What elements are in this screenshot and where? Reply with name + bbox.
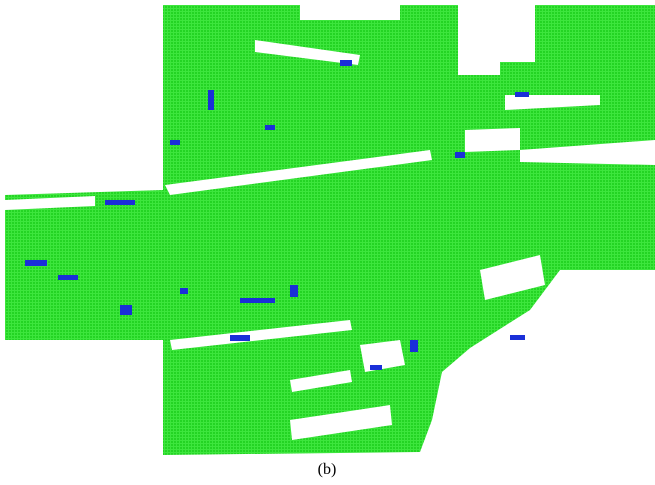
point-cloud — [5, 5, 655, 455]
blue-cluster — [105, 200, 135, 205]
blue-cluster — [265, 125, 275, 130]
blue-cluster — [58, 275, 78, 280]
blue-cluster — [240, 298, 275, 303]
blue-cluster — [410, 340, 418, 352]
blue-cluster — [25, 260, 47, 266]
cloud-region — [5, 5, 655, 455]
blue-cluster — [370, 365, 382, 370]
blue-cluster — [170, 140, 180, 145]
gap — [465, 128, 520, 152]
caption: (b) — [318, 461, 337, 478]
blue-cluster — [515, 92, 529, 97]
gap — [300, 5, 400, 20]
blue-cluster — [208, 90, 214, 110]
blue-cluster — [180, 288, 188, 294]
blue-cluster — [290, 285, 298, 297]
figure: (b) — [0, 0, 655, 485]
blue-cluster — [510, 335, 525, 340]
blue-cluster — [230, 335, 250, 341]
blue-cluster — [340, 60, 352, 66]
blue-cluster — [120, 305, 132, 315]
blue-cluster — [455, 152, 465, 158]
